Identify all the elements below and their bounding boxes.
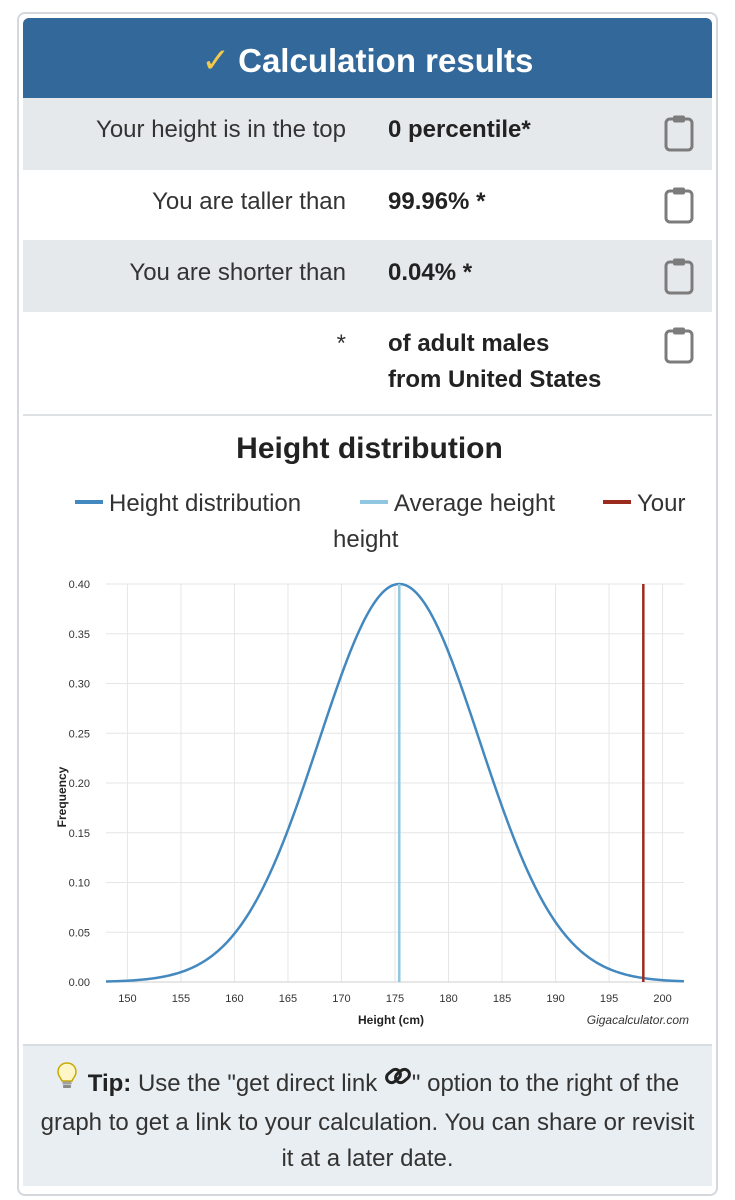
result-row-percentile: Your height is in the top 0 percentile* (23, 98, 712, 170)
clipboard-icon[interactable] (663, 114, 695, 152)
results-header: ✓ Calculation results (23, 18, 712, 104)
x-tick-label: 170 (332, 993, 350, 1005)
x-tick-label: 190 (546, 993, 564, 1005)
results-card: ✓ Calculation results Your height is in … (17, 12, 718, 1196)
result-value: 0 percentile* (388, 116, 531, 143)
y-tick-label: 0.20 (69, 778, 90, 790)
legend-swatch (603, 499, 631, 504)
legend-your-height-wrap: height (333, 526, 398, 554)
x-tick-label: 165 (279, 993, 297, 1005)
lightbulb-icon (56, 1061, 78, 1102)
result-label: You are taller than (152, 188, 346, 215)
footnote-line: from United States (388, 366, 602, 393)
height-distribution-chart: 150 155 160 165 170 175 180 185 190 195 200 0.00 0.0… (55, 579, 689, 1027)
clipboard-icon[interactable] (663, 257, 695, 295)
tip-text-before: Use the "get direct link (137, 1069, 384, 1097)
footnote-mark: * (336, 330, 346, 357)
checkmark-icon: ✓ (201, 42, 231, 80)
y-tick-label: 0.25 (69, 728, 90, 740)
result-row-taller: You are taller than 99.96% * (23, 170, 712, 240)
x-tick-label: 160 (225, 993, 243, 1005)
result-value: 99.96% * (388, 188, 486, 215)
distribution-curve (105, 582, 685, 983)
result-value: 0.04% * (388, 259, 473, 286)
tip-text-after: " option to the right of the graph to ge… (40, 1069, 695, 1172)
x-tick-label: 175 (386, 993, 404, 1005)
x-tick-label: 200 (653, 993, 671, 1005)
footnote-line: of adult males (388, 330, 550, 357)
result-label: Your height is in the top (96, 116, 346, 143)
legend-average[interactable]: Average height (360, 490, 555, 518)
legend-label: height (333, 526, 399, 553)
x-tick-label: 185 (493, 993, 511, 1005)
result-row-footnote: * of adult males from United States (23, 312, 712, 414)
x-tick-label: 150 (118, 993, 136, 1005)
chart-plot (105, 582, 685, 983)
y-tick-label: 0.10 (69, 878, 90, 890)
results-title: Calculation results (238, 42, 534, 79)
legend-your-height[interactable]: Your (603, 490, 686, 518)
x-tick-label: 195 (600, 993, 618, 1005)
y-tick-label: 0.00 (69, 977, 90, 989)
section-divider (23, 414, 712, 416)
legend-label: Height distribution (109, 490, 302, 517)
y-tick-label: 0.30 (69, 679, 90, 691)
footnote-text: of adult males from United States (364, 326, 622, 398)
result-label: You are shorter than (129, 259, 346, 286)
x-axis-title: Height (cm) (358, 1013, 424, 1027)
chart-title: Height distribution (236, 432, 503, 465)
y-tick-label: 0.40 (69, 579, 90, 591)
tip-label: Tip: (87, 1069, 132, 1097)
x-tick-label: 155 (172, 993, 190, 1005)
chart-grid (106, 583, 684, 983)
legend-swatch (75, 499, 103, 504)
legend-swatch (360, 499, 388, 504)
y-axis-title: Frequency (55, 766, 69, 827)
y-tick-label: 0.35 (69, 629, 90, 641)
clipboard-icon[interactable] (663, 186, 695, 224)
tip-box: Tip: Use the "get direct link " option t… (23, 1044, 712, 1186)
chart-credit: Gigacalculator.com (587, 1013, 689, 1027)
legend-label: Average height (394, 490, 556, 517)
x-tick-label: 180 (439, 993, 457, 1005)
legend-distribution[interactable]: Height distribution (75, 490, 301, 518)
result-row-shorter: You are shorter than 0.04% * (23, 240, 712, 312)
link-icon (384, 1063, 412, 1100)
clipboard-icon[interactable] (663, 326, 695, 364)
legend-label: Your (637, 490, 686, 517)
y-tick-label: 0.05 (69, 927, 90, 939)
y-tick-label: 0.15 (69, 828, 90, 840)
chart-labels: 150 155 160 165 170 175 180 185 190 195 200 0.00 0.0… (55, 579, 689, 1027)
